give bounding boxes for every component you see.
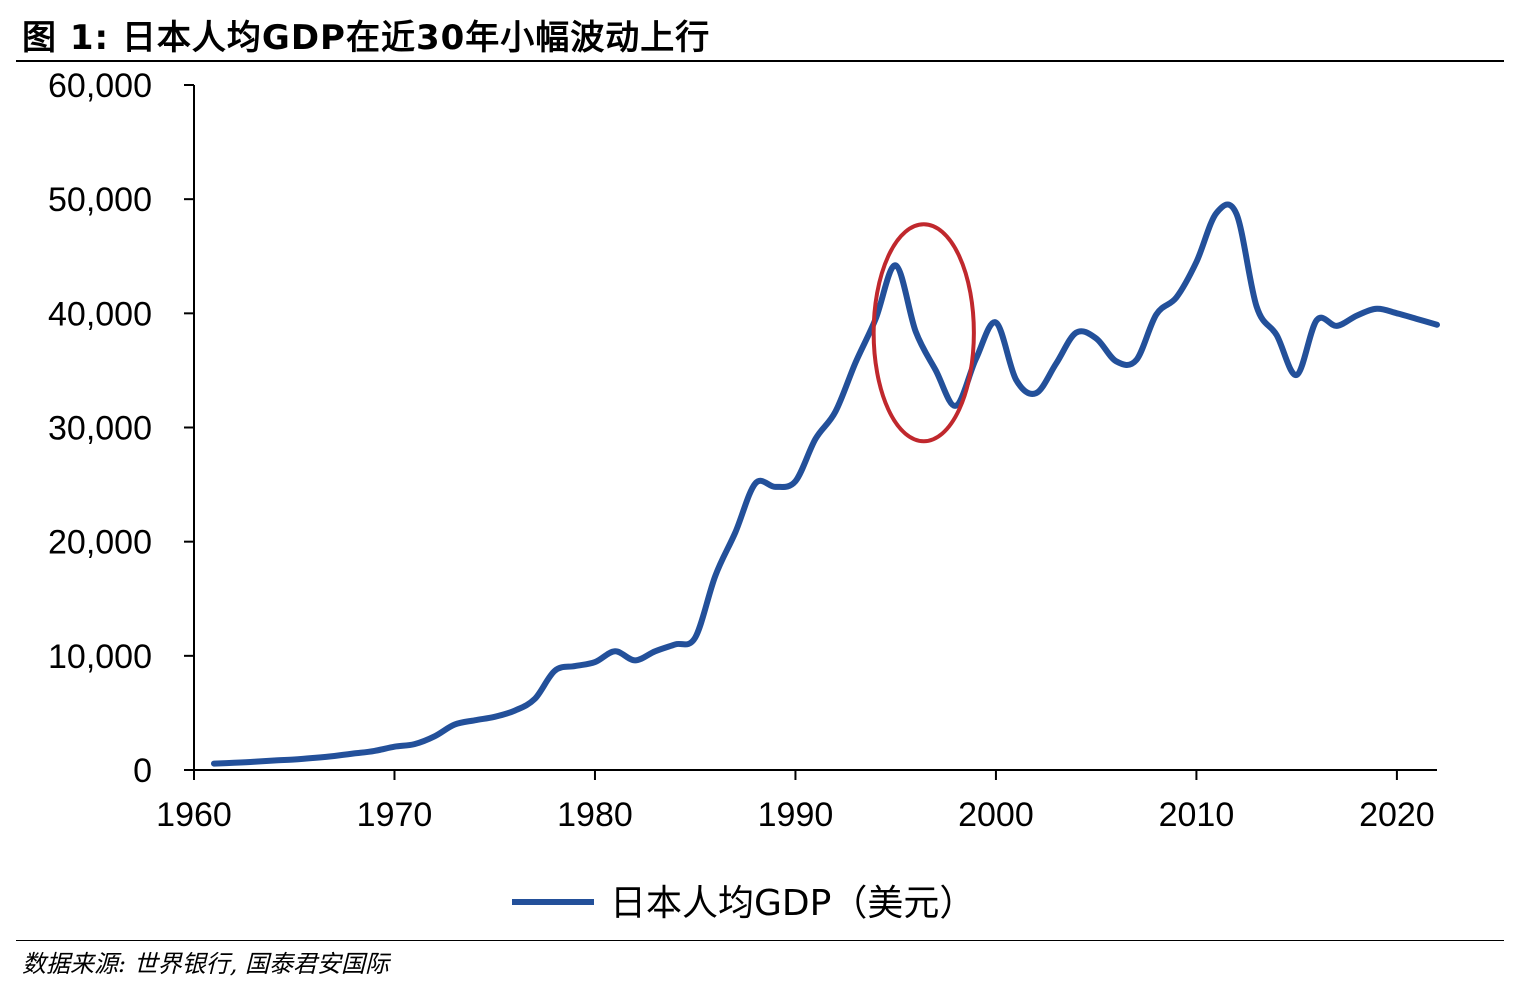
footer-divider: [16, 940, 1504, 941]
y-tick-label: 0: [133, 752, 152, 790]
y-tick-label: 10,000: [48, 638, 152, 676]
series-line-japan-gdp-per-capita: [211, 201, 1440, 767]
chart-legend: 日本人均GDP（美元）: [512, 883, 975, 924]
y-tick-label: 50,000: [48, 181, 152, 219]
y-tick-label: 30,000: [48, 410, 152, 448]
x-tick-label: 1960: [156, 796, 232, 834]
y-tick-label: 20,000: [48, 524, 152, 562]
x-tick-label: 2010: [1159, 796, 1235, 834]
y-tick-label: 60,000: [48, 67, 152, 105]
x-tick-label: 1990: [758, 796, 834, 834]
x-tick-label: 1980: [557, 796, 633, 834]
figure-title: 图 1: 日本人均GDP在近30年小幅波动上行: [22, 18, 711, 58]
x-tick-label: 2020: [1359, 796, 1435, 834]
source-note: 数据来源: 世界银行, 国泰君安国际: [22, 950, 389, 978]
x-tick-label: 2000: [958, 796, 1034, 834]
y-axis-ticks: 0 10,000 20,000 30,000 40,000 50,000 60,000: [48, 67, 194, 790]
x-axis-ticks: 1960 1970 1980 1990 2000 2010 2020: [156, 770, 1435, 834]
chart-axes: [193, 85, 1437, 771]
title-divider: [16, 60, 1504, 62]
legend-label: 日本人均GDP（美元）: [610, 883, 975, 924]
highlight-ellipse: [871, 222, 976, 444]
y-tick-label: 40,000: [48, 295, 152, 333]
x-tick-label: 1970: [357, 796, 433, 834]
